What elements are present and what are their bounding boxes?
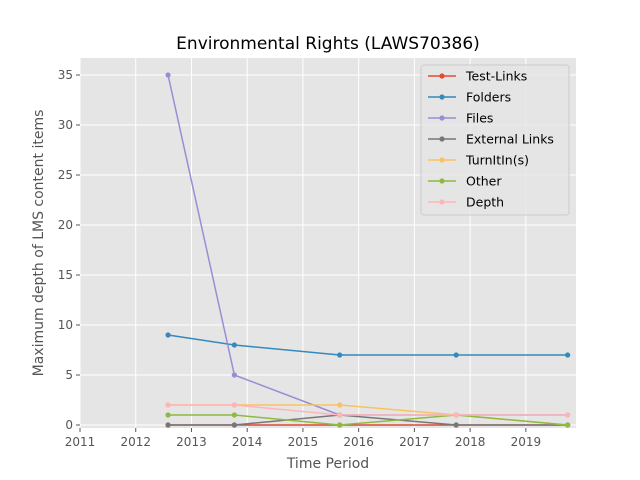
legend-entry: TurnItIn(s) xyxy=(428,153,529,168)
legend-label: External Links xyxy=(466,132,554,147)
legend-label: Files xyxy=(466,111,493,126)
legend-entry: Folders xyxy=(428,90,511,105)
data-point xyxy=(337,412,343,418)
data-point xyxy=(165,402,171,408)
data-point xyxy=(231,422,237,428)
data-point xyxy=(231,342,237,348)
data-point xyxy=(165,412,171,418)
data-point xyxy=(337,402,343,408)
data-point xyxy=(453,422,459,428)
data-point xyxy=(453,352,459,358)
legend-entry: Files xyxy=(428,111,493,126)
legend: Test-Links Folders Files External Links Turn… xyxy=(420,64,570,216)
legend-entry: Depth xyxy=(428,195,504,210)
series-depth xyxy=(165,402,571,418)
legend-entry: Other xyxy=(428,174,502,189)
data-point xyxy=(337,352,343,358)
x-tick-label: 2017 xyxy=(399,435,430,449)
legend-swatch-marker xyxy=(439,115,445,121)
y-tick-label: 30 xyxy=(58,118,73,132)
y-tick-label: 25 xyxy=(58,168,73,182)
y-tick-label: 10 xyxy=(58,318,73,332)
data-point xyxy=(565,422,571,428)
legend-label: Folders xyxy=(466,90,511,105)
data-point xyxy=(165,422,171,428)
data-point xyxy=(231,372,237,378)
x-tick-label: 2016 xyxy=(343,435,374,449)
legend-label: Other xyxy=(466,174,502,189)
legend-swatch-marker xyxy=(439,136,445,142)
x-axis-label: Time Period xyxy=(286,456,369,472)
y-tick-label: 0 xyxy=(65,418,73,432)
data-point xyxy=(231,402,237,408)
legend-label: Depth xyxy=(466,195,504,210)
data-point xyxy=(231,412,237,418)
x-tick-label: 2015 xyxy=(288,435,319,449)
tick-labels: 2011 2012 2013 2014 2015 2016 2017 2018 20190510… xyxy=(58,68,541,449)
legend-entry: External Links xyxy=(428,132,554,147)
x-tick-label: 2018 xyxy=(455,435,486,449)
y-tick-label: 5 xyxy=(65,368,73,382)
data-point xyxy=(565,352,571,358)
legend-swatch-marker xyxy=(439,73,445,79)
legend-swatch-marker xyxy=(439,94,445,100)
legend-entry: Test-Links xyxy=(428,69,527,84)
y-tick-label: 20 xyxy=(58,218,73,232)
series-other xyxy=(165,412,571,428)
legend-swatch-marker xyxy=(439,178,445,184)
series-folders xyxy=(165,332,571,358)
x-tick-label: 2014 xyxy=(232,435,263,449)
legend-box xyxy=(420,64,570,216)
data-point xyxy=(165,332,171,338)
x-tick-label: 2019 xyxy=(511,435,542,449)
y-tick-label: 15 xyxy=(58,268,73,282)
series-group xyxy=(165,72,571,428)
legend-label: TurnItIn(s) xyxy=(465,153,529,168)
x-tick-label: 2013 xyxy=(176,435,207,449)
data-point xyxy=(165,72,171,78)
data-point xyxy=(453,412,459,418)
y-axis-label: Maximum depth of LMS content items xyxy=(31,110,47,377)
legend-label: Test-Links xyxy=(465,69,527,84)
x-tick-label: 2011 xyxy=(65,435,96,449)
legend-swatch-marker xyxy=(439,199,445,205)
y-tick-label: 35 xyxy=(58,68,73,82)
x-tick-label: 2012 xyxy=(120,435,151,449)
legend-swatch-marker xyxy=(439,157,445,163)
data-point xyxy=(337,422,343,428)
data-point xyxy=(565,412,571,418)
chart-title: Environmental Rights (LAWS70386) xyxy=(176,34,480,54)
